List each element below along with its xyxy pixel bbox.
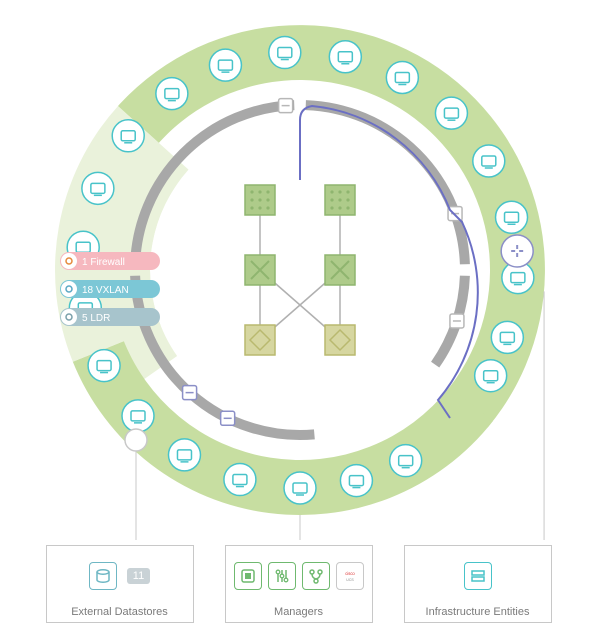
card-ext-count: 11	[127, 568, 150, 584]
outer-node-5[interactable]	[122, 400, 154, 432]
outer-node-10[interactable]	[112, 120, 144, 152]
card-infra-icon-0	[464, 562, 492, 590]
card-infra[interactable]: Infrastructure Entities	[404, 545, 552, 623]
outer-node-2[interactable]	[284, 472, 316, 504]
outer-node-12[interactable]	[209, 49, 241, 81]
outer-node-14[interactable]	[329, 41, 361, 73]
badge-label-0: 1 Firewall	[82, 257, 125, 268]
outer-node-15[interactable]	[386, 62, 418, 94]
topology-diagram: 1 Firewall 18 VXLAN 5 LDR	[0, 0, 597, 633]
connector-dot	[125, 429, 147, 451]
outer-node-17[interactable]	[473, 145, 505, 177]
badge-label-1: 18 VXLAN	[82, 285, 129, 296]
card-mgr-icon-3: cisco UCS	[336, 562, 364, 590]
card-mgr-icon-0	[234, 562, 262, 590]
outer-node-18[interactable]	[496, 201, 528, 233]
outer-node-6[interactable]	[88, 350, 120, 382]
svg-text:cisco: cisco	[345, 571, 355, 576]
card-mgr-label: Managers	[274, 606, 323, 618]
outer-node-0[interactable]	[390, 445, 422, 477]
outer-node-3[interactable]	[224, 464, 256, 496]
card-ext-icon-0	[89, 562, 117, 590]
card-mgr-icon-1	[268, 562, 296, 590]
card-mgr-icon-2	[302, 562, 330, 590]
card-ext[interactable]: 11 External Datastores	[46, 545, 194, 623]
card-mgr[interactable]: cisco UCS Managers	[225, 545, 373, 623]
outer-node-11[interactable]	[156, 78, 188, 110]
outer-node-21[interactable]	[475, 360, 507, 392]
outer-node-16[interactable]	[435, 97, 467, 129]
outer-node-13[interactable]	[269, 37, 301, 69]
outer-node-4[interactable]	[168, 439, 200, 471]
card-ext-label: External Datastores	[71, 606, 168, 618]
svg-text:UCS: UCS	[346, 578, 354, 582]
outer-node-1[interactable]	[340, 465, 372, 497]
outer-node-9[interactable]	[82, 172, 114, 204]
badge-label-2: 5 LDR	[82, 313, 110, 324]
outer-node-20[interactable]	[491, 321, 523, 353]
card-infra-label: Infrastructure Entities	[426, 606, 530, 618]
outer-node-special[interactable]	[501, 235, 533, 267]
